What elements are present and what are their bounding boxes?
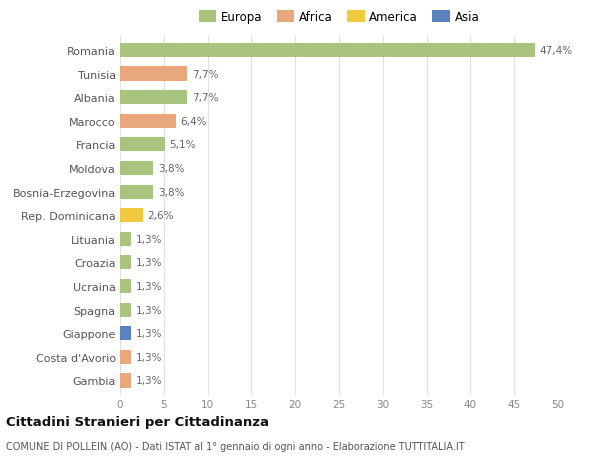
Bar xyxy=(120,185,153,199)
Text: 1,3%: 1,3% xyxy=(136,258,162,268)
Bar xyxy=(120,91,187,105)
Text: 3,8%: 3,8% xyxy=(158,187,184,197)
Bar xyxy=(120,256,131,270)
Text: 7,7%: 7,7% xyxy=(192,93,218,103)
Text: 1,3%: 1,3% xyxy=(136,305,162,315)
Text: Cittadini Stranieri per Cittadinanza: Cittadini Stranieri per Cittadinanza xyxy=(6,415,269,428)
Text: 47,4%: 47,4% xyxy=(539,46,573,56)
Bar xyxy=(120,303,131,317)
Text: 7,7%: 7,7% xyxy=(192,69,218,79)
Bar xyxy=(120,44,535,58)
Text: 1,3%: 1,3% xyxy=(136,329,162,338)
Bar xyxy=(120,326,131,341)
Text: 1,3%: 1,3% xyxy=(136,375,162,386)
Text: 2,6%: 2,6% xyxy=(147,211,173,221)
Bar xyxy=(120,162,153,176)
Bar xyxy=(120,232,131,246)
Bar xyxy=(120,280,131,293)
Text: 5,1%: 5,1% xyxy=(169,140,196,150)
Bar xyxy=(120,350,131,364)
Text: 1,3%: 1,3% xyxy=(136,352,162,362)
Bar xyxy=(120,138,164,152)
Text: 1,3%: 1,3% xyxy=(136,281,162,291)
Text: COMUNE DI POLLEIN (AO) - Dati ISTAT al 1° gennaio di ogni anno - Elaborazione TU: COMUNE DI POLLEIN (AO) - Dati ISTAT al 1… xyxy=(6,441,464,451)
Text: 6,4%: 6,4% xyxy=(181,117,207,127)
Bar xyxy=(120,67,187,81)
Text: 3,8%: 3,8% xyxy=(158,163,184,174)
Bar xyxy=(120,209,143,223)
Legend: Europa, Africa, America, Asia: Europa, Africa, America, Asia xyxy=(199,11,479,24)
Text: 1,3%: 1,3% xyxy=(136,234,162,244)
Bar xyxy=(120,374,131,388)
Bar xyxy=(120,114,176,129)
